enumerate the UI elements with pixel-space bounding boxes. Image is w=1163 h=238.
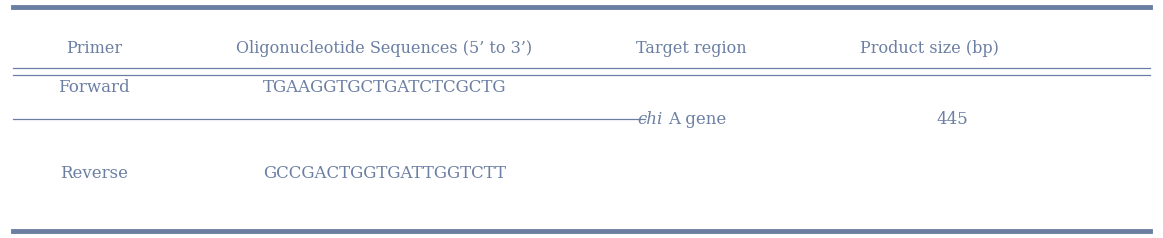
- Text: chi: chi: [637, 110, 663, 128]
- Text: A gene: A gene: [669, 110, 727, 128]
- Text: Forward: Forward: [58, 79, 130, 96]
- Text: Oligonucleotide Sequences (5’ to 3’): Oligonucleotide Sequences (5’ to 3’): [236, 40, 533, 57]
- Text: Target region: Target region: [636, 40, 747, 57]
- Text: Product size (bp): Product size (bp): [861, 40, 999, 57]
- Text: TGAAGGTGCTGATCTCGCTG: TGAAGGTGCTGATCTCGCTG: [263, 79, 506, 96]
- Text: Primer: Primer: [66, 40, 122, 57]
- Text: Reverse: Reverse: [60, 165, 128, 182]
- Text: 445: 445: [937, 110, 969, 128]
- Text: GCCGACTGGTGATTGGTCTT: GCCGACTGGTGATTGGTCTT: [263, 165, 506, 182]
